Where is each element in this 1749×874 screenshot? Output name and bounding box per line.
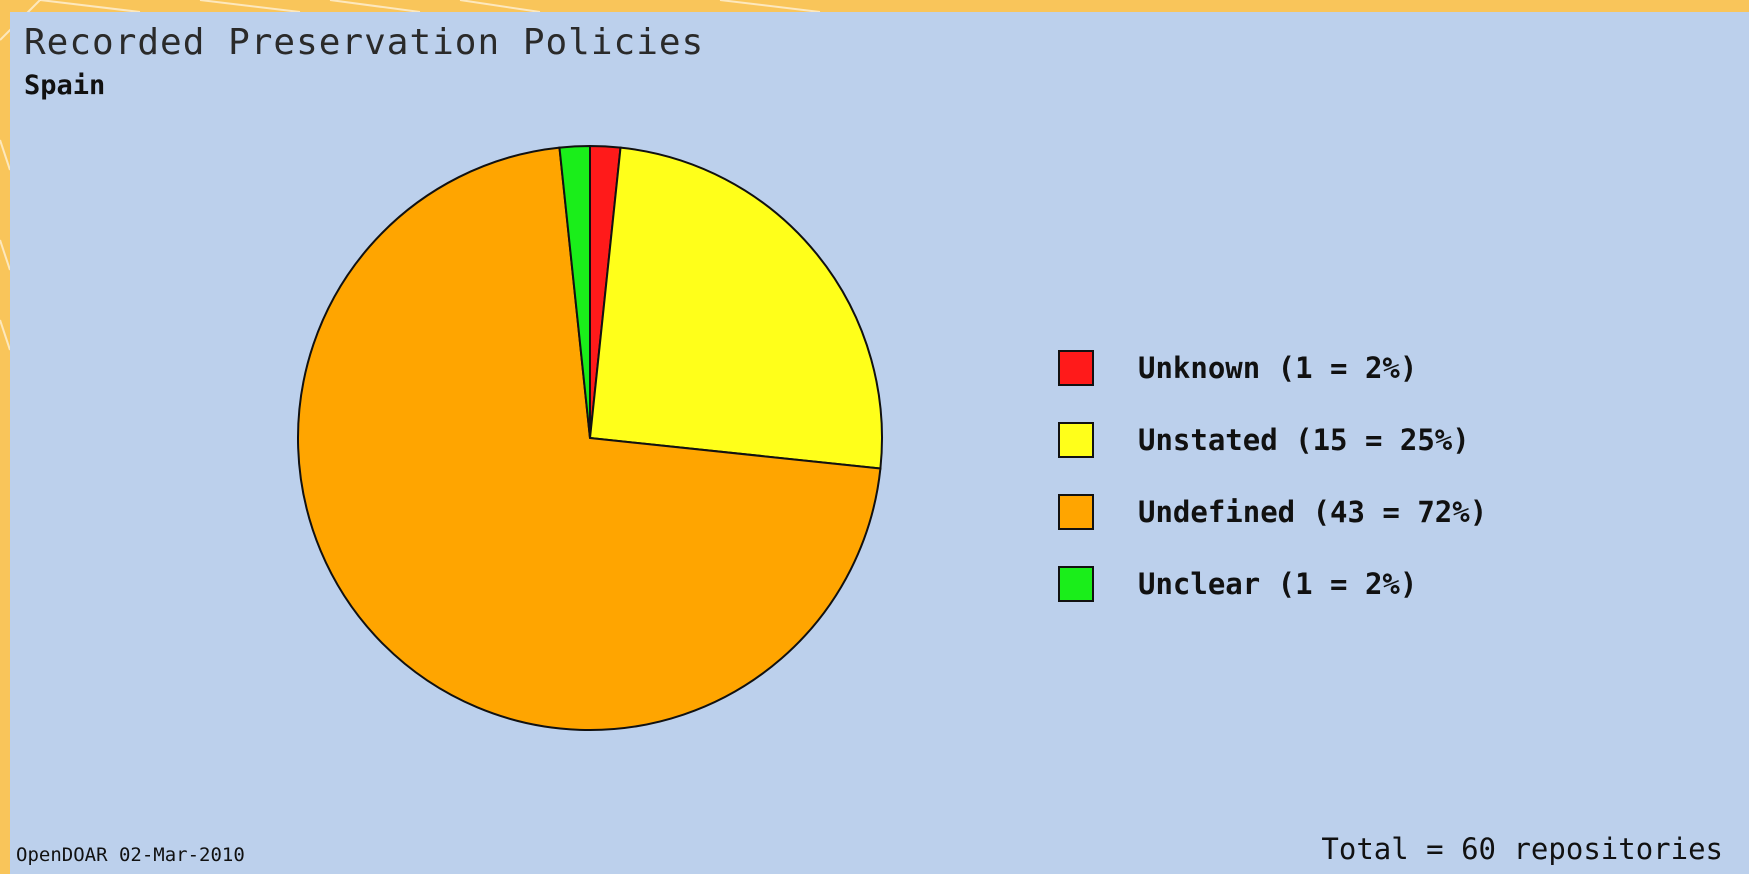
chart-subtitle: Spain [24,70,106,101]
pie-slice-unclear [558,144,591,439]
footer-total: Total = 60 repositories [1321,832,1723,866]
legend-swatch-unclear [1058,566,1094,602]
legend-label-undefined: Undefined (43 = 72%) [1138,495,1488,529]
footer-source: OpenDOAR 02-Mar-2010 [16,844,245,866]
legend-label-unknown: Unknown (1 = 2%) [1138,351,1418,385]
legend-label-unclear: Unclear (1 = 2%) [1138,567,1418,601]
pie-chart [297,144,883,731]
pie-slice-undefined [297,146,882,731]
legend-label-unstated: Unstated (15 = 25%) [1138,423,1470,457]
legend-swatch-unstated [1058,422,1094,458]
chart-title: Recorded Preservation Policies [24,22,705,63]
legend-swatch-undefined [1058,494,1094,530]
legend-swatch-unknown [1058,350,1094,386]
pie-slice-unstated [588,146,883,470]
chart-panel: Recorded Preservation Policies Spain Unk… [10,12,1749,874]
